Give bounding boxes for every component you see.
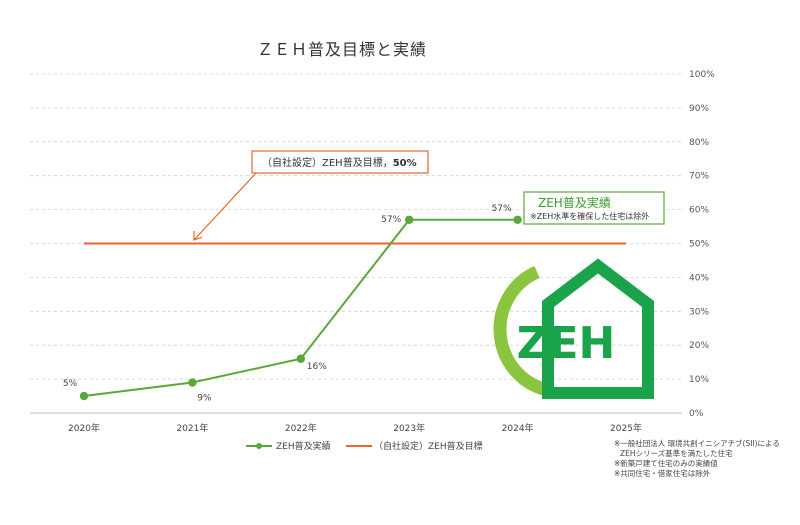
data-label: 5% (63, 379, 78, 389)
target-annotation: （自社設定）ZEH普及目標，50% (193, 150, 429, 241)
footnotes: ※一般社団法人 環境共創イニシアチブ(SII)による ZEHシリーズ基準を満たし… (614, 438, 780, 478)
legend: ZEH普及実績 （自社設定）ZEH普及目標 (246, 440, 483, 452)
y-tick-label: 80% (689, 138, 709, 148)
target-annotation-arrowhead (193, 231, 203, 241)
logo-arc (493, 266, 550, 397)
target-annotation-text: （自社設定）ZEH普及目標， (262, 156, 393, 169)
x-tick-label: 2020年 (68, 422, 100, 434)
actual-point (188, 378, 197, 387)
logo-text: ZEH (517, 318, 616, 369)
target-annotation-box (251, 150, 429, 174)
chart-title: ＺＥＨ普及目標と実績 (257, 40, 427, 59)
y-axis: 0% 10% 20% 30% 40% 50% 60% 70% 80% 90% 100% (689, 70, 715, 419)
actual-annotation-title: ZEH普及実績 (538, 195, 611, 210)
actual-annotation-subtitle: ※ZEH水準を確保した住宅は除外 (530, 211, 649, 221)
footnote-4: ※共同住宅・借家住宅は除外 (614, 468, 711, 478)
svg-text:（自社設定）ZEH普及目標，50%: （自社設定）ZEH普及目標，50% (262, 156, 417, 169)
data-label: 57% (492, 204, 512, 214)
actual-point (513, 215, 522, 224)
legend-target-label: （自社設定）ZEH普及目標 (374, 440, 483, 452)
footnote-2: ZEHシリーズ基準を満たした住宅 (620, 448, 733, 458)
y-tick-label: 50% (689, 240, 709, 250)
y-tick-label: 60% (689, 206, 709, 216)
zeh-house-logo: ZEH (493, 258, 654, 399)
actual-point (296, 354, 305, 363)
x-tick-label: 2025年 (610, 422, 642, 434)
x-tick-label: 2024年 (502, 422, 534, 434)
legend-actual-label: ZEH普及実績 (276, 440, 331, 452)
actual-line (83, 218, 518, 398)
footnote-1: ※一般社団法人 環境共創イニシアチブ(SII)による (614, 438, 780, 448)
y-tick-label: 100% (689, 70, 715, 80)
data-label: 16% (307, 362, 327, 372)
logo-house-outline (542, 258, 654, 399)
data-label: 9% (197, 393, 212, 403)
y-tick-label: 30% (689, 307, 709, 317)
y-tick-label: 40% (689, 273, 709, 283)
y-tick-label: 10% (689, 375, 709, 385)
target-annotation-value: 50% (393, 158, 417, 169)
y-tick-label: 90% (689, 104, 709, 114)
footnote-3: ※新築戸建て住宅のみの実績値 (614, 458, 718, 468)
y-tick-label: 20% (689, 341, 709, 351)
y-tick-label: 0% (689, 409, 704, 419)
x-tick-label: 2021年 (176, 422, 208, 434)
x-tick-label: 2022年 (285, 422, 317, 434)
actual-annotation: ZEH普及実績 ※ZEH水準を確保した住宅は除外 (523, 191, 665, 225)
actual-annotation-box (523, 191, 665, 225)
actual-point (405, 215, 414, 224)
actual-point (79, 391, 89, 401)
actual-series: 5% 9% 16% 57% 57% (63, 204, 522, 403)
x-axis: 2020年 2021年 2022年 2023年 2024年 2025年 (68, 422, 642, 434)
x-tick-label: 2023年 (393, 422, 425, 434)
legend-actual-marker (256, 443, 262, 449)
data-label: 57% (381, 215, 401, 225)
target-annotation-arrow (193, 172, 257, 241)
y-tick-label: 70% (689, 172, 709, 182)
